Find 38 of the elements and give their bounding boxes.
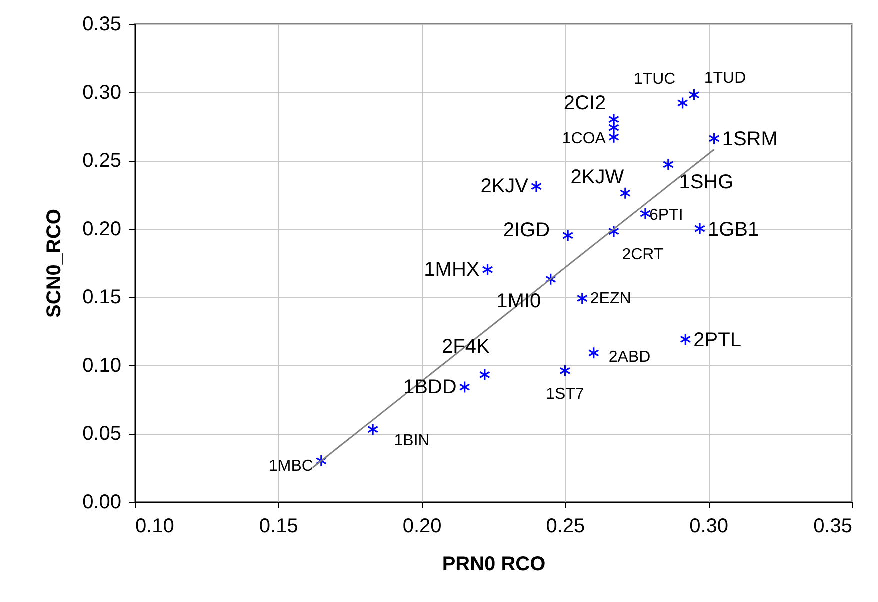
annotation: 1SHG [679,172,734,194]
y-tick-label: 0.35 [82,14,122,36]
annotation: 1COA [562,130,606,148]
annotation: 2CI2 [564,92,606,115]
annotation: 1GB1 [708,218,760,241]
annotation: 1TUD [704,70,746,88]
annotation: 2CRT [622,246,664,264]
y-tick-label: 0.15 [82,286,122,309]
x-tick-label: 0.15 [259,516,298,538]
annotation: 1SRM [722,128,778,151]
x-tick-label: 0.10 [136,516,174,538]
x-tick-label: 0.20 [402,516,442,538]
annotation: 1MHX [424,258,480,281]
annotation: 1MI0 [496,290,542,312]
annotation: 2PTL [694,329,742,352]
x-tick-label: 0.25 [546,516,586,538]
annotation: 1TUC [634,71,676,88]
annotation: 2KJV [480,176,530,198]
y-tick-label: 0.00 [82,492,122,514]
x-axis-title: PRN0 RCO [442,554,546,576]
y-tick-label: 0.25 [82,150,122,172]
annotation: 1BIN [394,432,430,450]
y-tick-label: 0.20 [82,218,122,240]
y-axis-title: SCN0_RCO [44,209,66,318]
x-tick-label: 0.30 [690,516,729,538]
annotation: 1MBC [268,458,314,476]
y-tick-label: 0.10 [82,354,122,377]
annotation: 2IGD [503,220,550,242]
y-tick-label: 0.05 [82,423,122,446]
annotation: 1BDD [403,376,457,398]
y-tick-label: 0.30 [82,82,122,104]
x-tick-label: 0.35 [814,516,852,538]
annotation: 6PTI [650,206,684,224]
annotation: 2ABD [608,349,651,366]
annotation: 2KJW [570,166,624,188]
annotation: 2F4K [442,336,490,358]
annotation: 1ST7 [546,386,584,403]
annotation: 2EZN [590,290,632,308]
